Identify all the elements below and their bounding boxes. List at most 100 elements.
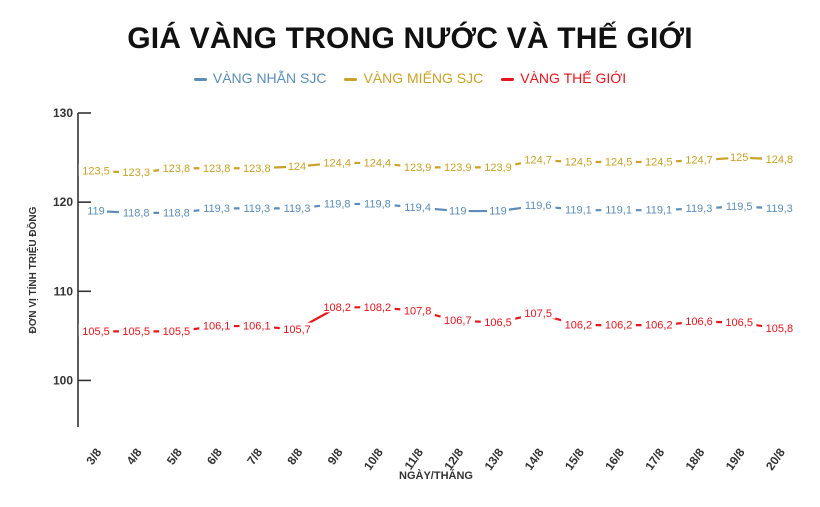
data-label-vang-mieng-sjc: 124,5 [565,157,593,169]
data-label-bg [520,306,556,319]
x-tick-label: 7/8 [244,445,265,467]
data-label-bg [400,160,435,173]
data-label-bg [78,324,114,337]
data-label-bg [721,199,757,212]
data-label-bg [319,196,355,209]
x-tick-label: 19/8 [723,445,748,472]
data-label-vang-nhan-sjc: 119,1 [645,205,672,217]
x-tick-label: 6/8 [204,445,225,467]
data-label-bg [440,160,476,173]
data-label-bg [85,204,107,217]
legend: VÀNG NHẪN SJC VÀNG MIẾNG SJC VÀNG THẾ GIỚI [0,70,820,86]
data-label-bg [440,313,476,326]
data-label-vang-nhan-sjc: 119,3 [203,203,230,215]
legend-item-vang-mieng-sjc: VÀNG MIẾNG SJC [344,70,483,86]
data-label-vang-nhan-sjc: 119,3 [284,203,311,215]
data-label-vang-nhan-sjc: 119,8 [324,198,351,210]
x-tick-label: 14/8 [522,445,547,472]
data-label-bg [681,314,717,327]
data-label-bg [601,318,636,331]
data-label-bg [239,161,275,174]
series-line-vang-the-gioi [94,306,781,333]
x-tick-label: 15/8 [562,445,587,472]
data-label-bg [239,201,275,214]
data-label-bg [480,315,516,328]
data-label-vang-the-gioi: 105,5 [122,326,150,338]
data-label-vang-nhan-sjc: 119,3 [243,203,270,215]
data-label-bg [480,160,516,173]
x-tick-label: 8/8 [284,445,305,467]
data-label-bg [641,318,677,331]
data-label-vang-the-gioi: 106,6 [685,316,713,328]
legend-label: VÀNG MIẾNG SJC [363,70,484,86]
data-label-bg [199,161,234,174]
data-label-bg [286,159,308,172]
data-label-bg [721,315,757,328]
legend-swatch [344,77,358,81]
data-label-vang-mieng-sjc: 123,5 [82,165,110,177]
data-label-bg [279,201,315,214]
legend-swatch [501,77,515,81]
data-label-vang-the-gioi: 105,7 [283,324,311,336]
y-tick-label: 100 [53,373,73,387]
data-label-vang-the-gioi: 107,5 [524,308,552,320]
data-label-bg [641,155,677,168]
data-label-bg [520,153,556,166]
x-tick-label: 17/8 [642,445,667,472]
data-label-bg [762,152,797,165]
data-label-bg [762,201,797,214]
data-label-bg [487,204,509,217]
y-tick-label: 110 [54,284,74,298]
data-label-vang-nhan-sjc: 119 [449,206,467,218]
data-label-vang-the-gioi: 105,5 [163,326,191,338]
legend-item-vang-nhan-sjc: VÀNG NHẪN SJC [193,70,327,86]
chart-title: GIÁ VÀNG TRONG NƯỚC VÀ THẾ GIỚI [127,22,693,55]
data-label-bg [360,196,395,209]
data-label-vang-nhan-sjc: 119 [489,206,507,218]
data-label-bg [78,163,114,176]
data-label-bg [118,205,154,218]
data-label-bg [641,203,677,216]
data-label-vang-the-gioi: 106,2 [605,320,633,332]
data-label-vang-mieng-sjc: 124,7 [685,155,713,167]
data-label-vang-the-gioi: 107,8 [404,305,432,317]
data-label-bg [360,300,395,313]
series-line-vang-nhan-sjc [94,202,781,214]
data-label-vang-the-gioi: 108,2 [323,302,351,314]
data-label-vang-mieng-sjc: 123,9 [404,162,432,174]
data-label-vang-mieng-sjc: 125 [730,152,748,164]
data-label-vang-nhan-sjc: 119,3 [766,203,793,215]
legend-item-vang-the-gioi: VÀNG THẾ GIỚI [501,70,626,86]
x-tick-label: 13/8 [482,445,507,472]
data-label-bg [159,161,194,174]
data-label-bg [400,303,435,316]
data-label-vang-mieng-sjc: 123,8 [203,163,231,175]
x-tick-label: 11/8 [402,445,427,472]
legend-label: VÀNG NHẪN SJC [212,70,327,86]
data-label-bg [601,203,636,216]
data-label-vang-nhan-sjc: 119 [87,206,105,218]
data-label-vang-the-gioi: 106,7 [444,315,472,327]
data-label-bg [561,155,596,168]
data-label-vang-nhan-sjc: 119,4 [404,202,431,214]
data-label-vang-mieng-sjc: 123,8 [163,163,191,175]
data-label-vang-mieng-sjc: 123,8 [243,163,271,175]
data-label-bg [159,324,194,337]
data-label-bg [601,155,636,168]
data-label-bg [520,198,556,211]
x-tick-label: 18/8 [683,445,708,472]
data-label-vang-the-gioi: 106,2 [645,320,673,332]
data-label-vang-mieng-sjc: 124 [288,161,306,173]
data-label-vang-mieng-sjc: 123,3 [122,167,150,179]
data-label-vang-nhan-sjc: 119,3 [686,203,713,215]
data-label-vang-mieng-sjc: 123,9 [484,162,512,174]
y-tick-label: 120 [53,195,73,209]
data-label-vang-the-gioi: 106,5 [484,317,512,329]
data-label-vang-mieng-sjc: 124,5 [645,157,673,169]
data-label-bg [199,201,234,214]
data-label-vang-the-gioi: 105,5 [82,326,110,338]
data-label-bg [360,155,395,168]
x-tick-label: 12/8 [441,445,466,472]
